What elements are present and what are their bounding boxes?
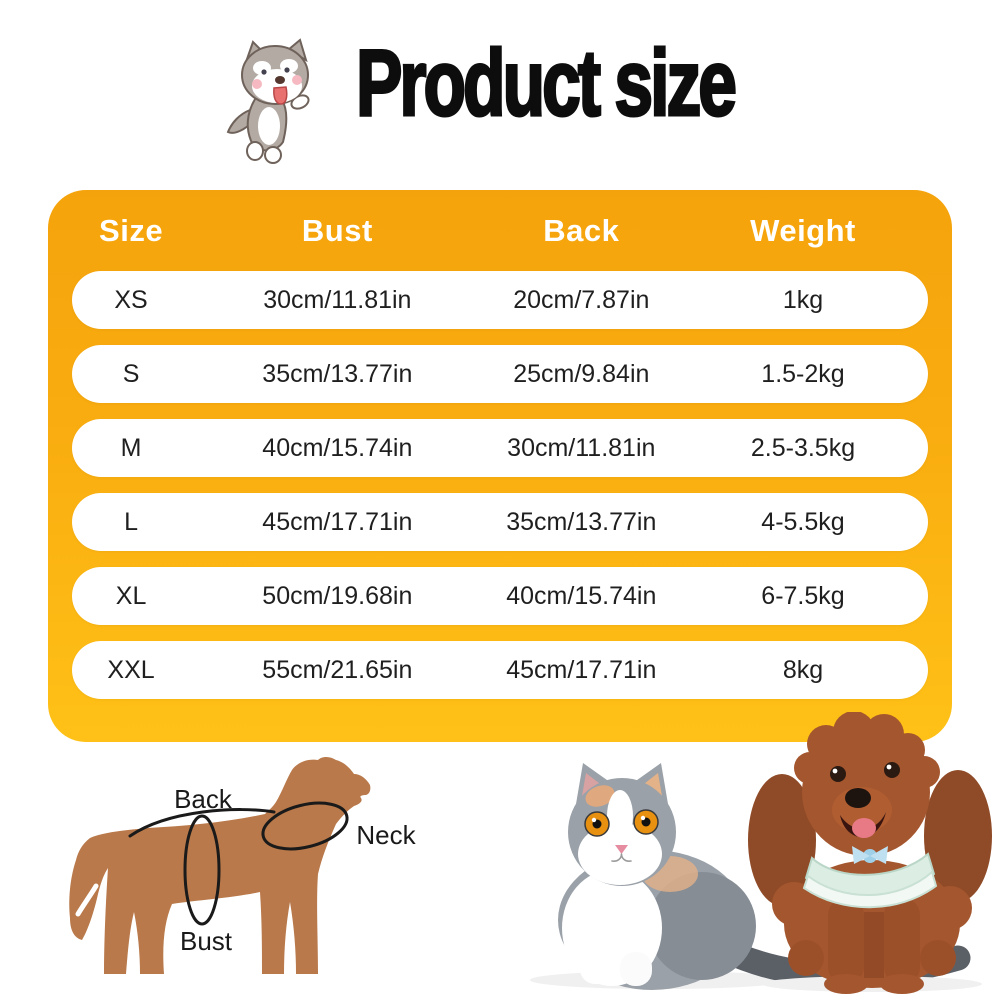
cell-weight: 1.5-2kg: [761, 359, 845, 388]
cell-back: 25cm/9.84in: [513, 359, 650, 388]
cell-back: 30cm/11.81in: [507, 433, 656, 462]
cell-back: 20cm/7.87in: [513, 285, 650, 314]
cell-bust: 35cm/13.77in: [262, 359, 413, 388]
cell-size: M: [120, 433, 142, 462]
column-header-bust: Bust: [301, 212, 373, 248]
dog-measurement-diagram: Back Neck Bust: [69, 757, 417, 974]
size-table: Size Bust Back Weight XS 30cm/11.81in 20…: [48, 190, 952, 742]
cell-back: 45cm/17.71in: [506, 655, 657, 684]
back-measure-line: [128, 808, 276, 838]
cell-weight: 1kg: [782, 285, 824, 314]
column-header-size: Size: [99, 212, 164, 248]
cell-size: XXL: [107, 655, 155, 684]
cell-bust: 30cm/11.81in: [263, 285, 412, 314]
table-row: XL 50cm/19.68in 40cm/15.74in 6-7.5kg: [72, 567, 928, 625]
cell-bust: 50cm/19.68in: [262, 581, 413, 610]
cell-back: 35cm/13.77in: [506, 507, 657, 536]
column-header-back: Back: [543, 212, 620, 248]
size-table-body: XS 30cm/11.81in 20cm/7.87in 1kg S 35cm/1…: [72, 271, 928, 699]
bust-measure-ellipse: [183, 814, 221, 926]
cell-weight: 8kg: [782, 655, 824, 684]
bust-label: Bust: [180, 926, 233, 956]
husky-puppy-icon: [226, 38, 310, 164]
cell-size: XS: [114, 285, 148, 314]
back-label: Back: [174, 784, 233, 814]
cell-weight: 4-5.5kg: [761, 507, 845, 536]
neck-label: Neck: [356, 820, 416, 850]
cell-bust: 40cm/15.74in: [262, 433, 413, 462]
cell-bust: 55cm/21.65in: [262, 655, 413, 684]
page-title: Product size: [355, 30, 738, 135]
cell-size: XL: [115, 581, 147, 610]
cell-bust: 45cm/17.71in: [262, 507, 413, 536]
table-row: XXL 55cm/21.65in 45cm/17.71in 8kg: [72, 641, 928, 699]
size-table-header: Size Bust Back Weight: [72, 190, 928, 271]
cell-size: S: [122, 359, 140, 388]
neck-measure-ellipse: [261, 801, 349, 851]
table-row: XS 30cm/11.81in 20cm/7.87in 1kg: [72, 271, 928, 329]
poodle-photo: [748, 712, 992, 994]
table-row: S 35cm/13.77in 25cm/9.84in 1.5-2kg: [72, 345, 928, 403]
cell-weight: 2.5-3.5kg: [750, 433, 856, 462]
cell-back: 40cm/15.74in: [506, 581, 657, 610]
table-row: L 45cm/17.71in 35cm/13.77in 4-5.5kg: [72, 493, 928, 551]
table-row: M 40cm/15.74in 30cm/11.81in 2.5-3.5kg: [72, 419, 928, 477]
column-header-weight: Weight: [750, 212, 856, 248]
cell-weight: 6-7.5kg: [761, 581, 845, 610]
cell-size: L: [124, 507, 139, 536]
